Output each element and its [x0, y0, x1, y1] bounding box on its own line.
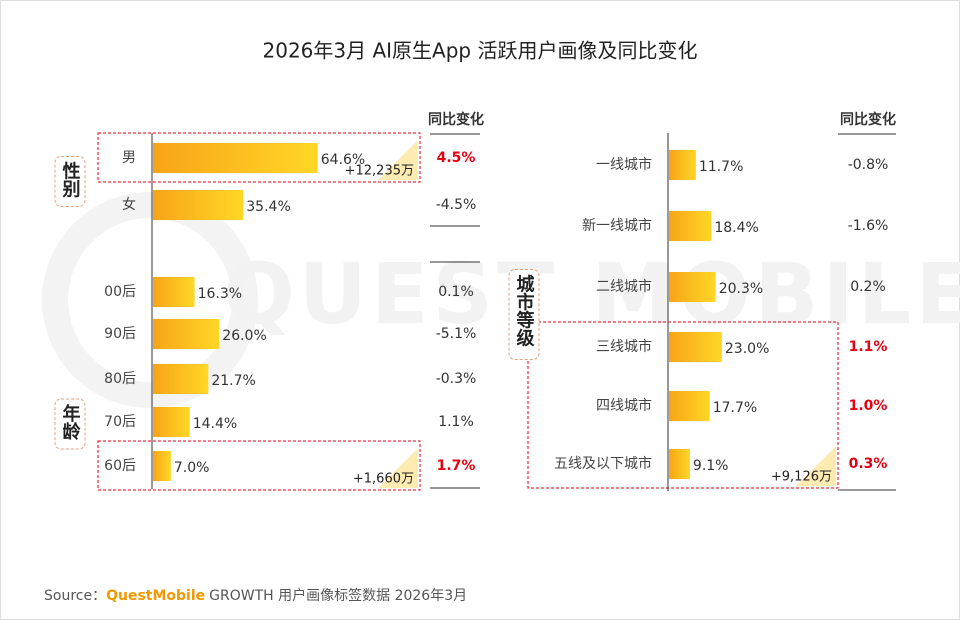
highlight-box [97, 132, 421, 183]
bar [669, 150, 696, 180]
bar [669, 332, 722, 362]
bar [153, 407, 190, 437]
bar [669, 391, 710, 421]
corner-decoration [378, 140, 418, 180]
category-label: 五线及以下城市 [554, 455, 652, 472]
category-label: 三线城市 [596, 338, 652, 355]
highlight-box [97, 440, 421, 491]
watermark: QUEST MOBILE [223, 245, 960, 343]
change-value: 1.1% [849, 339, 888, 355]
highlight-box [527, 321, 839, 489]
value-label: 17.7% [713, 400, 757, 416]
value-label: 35.4% [246, 199, 290, 215]
category-label: 80后 [104, 371, 136, 387]
value-label: 7.0% [174, 460, 210, 476]
category-label: 四线城市 [596, 397, 652, 414]
source-brand: QuestMobile [106, 588, 205, 604]
category-label: 女 [122, 196, 136, 213]
value-label: 18.4% [714, 220, 758, 236]
value-label: 14.4% [193, 416, 237, 432]
annotation: +12,235万 [345, 164, 414, 179]
group-label: 年龄 [60, 403, 81, 441]
category-label: 男 [122, 150, 136, 166]
change-header: 同比变化 [840, 111, 896, 128]
value-label: 20.3% [719, 281, 763, 297]
category-label: 二线城市 [596, 278, 652, 295]
group-box [54, 398, 86, 450]
category-label: 90后 [104, 326, 136, 342]
group-label: 城市等级 [514, 273, 535, 347]
bar [153, 451, 171, 481]
group-box [54, 156, 86, 207]
change-value: -5.1% [436, 326, 477, 342]
bar [153, 190, 244, 220]
bar [669, 272, 716, 302]
value-label: 16.3% [198, 286, 242, 302]
corner-decoration [378, 448, 418, 488]
change-value: 0.2% [850, 279, 886, 295]
change-value: 1.7% [437, 458, 476, 474]
change-value: 1.0% [849, 398, 888, 414]
value-label: 21.7% [211, 373, 255, 389]
source: Source：QuestMobile GROWTH 用户画像标签数据 2026年3… [44, 587, 467, 604]
change-value: 0.1% [438, 284, 474, 300]
category-label: 70后 [104, 414, 136, 430]
change-value: -4.5% [436, 197, 477, 213]
category-label: 新一线城市 [582, 217, 652, 234]
source-prefix: Source： [44, 588, 106, 604]
value-label: 64.6% [321, 152, 365, 168]
watermark-logo [42, 192, 258, 408]
bar [153, 319, 220, 349]
change-value: -0.3% [436, 371, 477, 387]
bar [153, 364, 209, 394]
corner-decoration [796, 446, 836, 486]
chart-title: 2026年3月 AI原生App 活跃用户画像及同比变化 [263, 39, 698, 63]
group-box [508, 269, 540, 360]
change-value: 4.5% [437, 150, 476, 166]
category-label: 00后 [104, 284, 136, 300]
value-label: 23.0% [725, 341, 769, 357]
value-label: 26.0% [222, 328, 266, 344]
change-value: -1.6% [848, 218, 889, 234]
annotation: +9,126万 [771, 470, 832, 485]
bar [669, 211, 712, 241]
bar [153, 277, 195, 307]
category-label: 一线城市 [596, 156, 652, 173]
bar [669, 449, 690, 479]
value-label: 9.1% [693, 458, 729, 474]
bar [153, 143, 318, 173]
annotation: +1,660万 [353, 472, 414, 487]
value-label: 11.7% [699, 159, 743, 175]
change-value: -0.8% [848, 157, 889, 173]
change-header: 同比变化 [428, 111, 484, 128]
change-value: 1.1% [438, 414, 474, 430]
change-value: 0.3% [849, 456, 888, 472]
category-label: 60后 [104, 458, 136, 474]
source-text: GROWTH 用户画像标签数据 2026年3月 [209, 587, 467, 604]
group-label: 性别 [60, 160, 82, 198]
